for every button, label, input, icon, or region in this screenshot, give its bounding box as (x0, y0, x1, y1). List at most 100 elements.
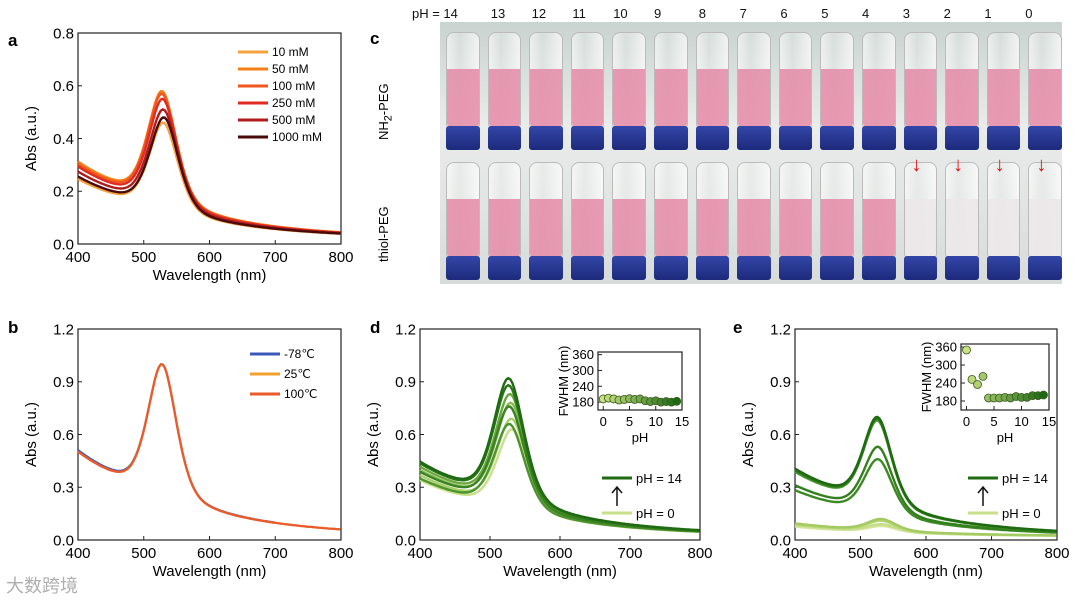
vial-cap (446, 256, 480, 280)
vial-glass (737, 32, 771, 128)
watermark: 大数跨境 (6, 576, 78, 596)
series-line-pH-14 (794, 415, 1057, 532)
vial-liquid (613, 198, 645, 257)
vial-liquid (946, 198, 978, 257)
ph-label: 9 (654, 6, 662, 21)
inset-d-xtick-label: 5 (626, 414, 633, 429)
vial-glass (945, 162, 979, 258)
vial-cap (570, 256, 605, 280)
vial-liquid (530, 68, 562, 127)
red-arrow-down-icon: ↓ (1036, 154, 1047, 176)
inset-e-ylabel: FWHM (nm) (919, 342, 934, 413)
vial-liquid (654, 68, 687, 127)
vial-glass (1028, 32, 1062, 128)
vial (733, 26, 773, 154)
chart-d-xtick-label: 800 (687, 545, 712, 562)
vial (900, 26, 940, 154)
series-line-1000-mM (77, 116, 341, 235)
chart-d-ytick-label: 0.6 (395, 427, 416, 444)
vial (650, 26, 690, 154)
chart-a: 400 500 600 700 800 0.0 0.2 0.4 0.6 0.8 Wavelength… (23, 25, 354, 284)
inset-point (962, 345, 971, 355)
vial (484, 156, 524, 284)
vial-cap (695, 126, 730, 150)
row-label-suffix: -PEG (376, 83, 391, 116)
chart-e-ytick-label: 0.3 (770, 480, 791, 497)
vial-glass (529, 32, 563, 128)
vial-cap (612, 256, 646, 280)
series-line--78℃ (77, 363, 276, 524)
vial-liquid (862, 198, 895, 257)
legend-label-top: pH = 14 (636, 471, 682, 486)
vial (775, 26, 815, 154)
inset-d-xlabel: pH (632, 430, 649, 445)
ph-label: 1 (984, 6, 992, 21)
row-label-thiol-peg: thiol-PEG (376, 206, 391, 262)
ph-label: 12 (531, 6, 547, 21)
chart-e-xtick-label: 500 (848, 545, 873, 562)
series-line-pH-14 (419, 376, 700, 532)
ph-label: 3 (902, 6, 911, 21)
vial (567, 26, 607, 154)
chart-b-xtick-label: 800 (328, 545, 353, 562)
vial-cap (861, 256, 896, 280)
vial (484, 26, 524, 154)
chart-d-ytick-label: 0.9 (395, 374, 416, 391)
vial (650, 156, 690, 284)
vial-liquid (571, 198, 604, 257)
chart-a-xtick-label: 600 (197, 249, 222, 266)
legend-arrow-up-icon (611, 485, 623, 506)
ph-label: 8 (698, 6, 707, 21)
vial-glass (986, 162, 1021, 258)
chart-e-xtick-label: 400 (782, 545, 807, 562)
legend-label: 100 mM (272, 79, 315, 93)
vial (941, 26, 981, 154)
vial-liquid (571, 68, 604, 127)
vial: ↓ (941, 154, 981, 284)
vial-glass (529, 162, 563, 258)
vial (816, 26, 856, 154)
inset-e-ytick-label: 240 (935, 376, 957, 391)
vial-glass (446, 32, 480, 128)
chart-b-ytick-label: 0.3 (53, 480, 74, 497)
vial (442, 156, 482, 284)
vial-liquid (779, 198, 812, 257)
legend-label-bottom: pH = 0 (636, 506, 675, 521)
row-label-subscript: 2 (382, 115, 395, 122)
vial-glass (1028, 162, 1062, 258)
vial-liquid (738, 68, 770, 127)
vial-liquid (654, 198, 687, 257)
vial (525, 156, 565, 284)
vial-liquid (738, 198, 770, 257)
ph-label: 6 (780, 6, 788, 21)
vial (858, 156, 898, 284)
vial-cap (820, 126, 854, 150)
chart-b-xtick-label: 500 (131, 545, 156, 562)
ph-label: 0 (1025, 6, 1033, 21)
chart-d-xtick-label: 700 (617, 545, 642, 562)
vial-glass (612, 32, 646, 128)
inset-point (973, 380, 982, 389)
chart-e-ytick-label: 1.2 (770, 321, 791, 338)
chart-a-ytick-label: 0.8 (53, 25, 74, 42)
legend-label: 250 mM (272, 96, 315, 110)
vial-liquid (821, 198, 853, 257)
vial-liquid (488, 198, 521, 257)
inset-d-ytick-label: 180 (572, 395, 594, 410)
vial-glass (778, 32, 813, 128)
chart-e-xlabel: Wavelength (nm) (869, 563, 983, 580)
vial-cap (1028, 256, 1062, 280)
chart-e: 400 500 600 700 800 0.0 0.3 0.6 0.9 1.2 Wavelength… (740, 321, 1070, 580)
chart-d-ytick-label: 0.0 (395, 532, 416, 549)
vial-cap (903, 126, 938, 150)
chart-b-ytick-label: 0.0 (53, 532, 74, 549)
vial-cap (446, 126, 480, 150)
series-line-100℃ (77, 363, 341, 531)
thiol-peg-vial-row: ↓ ↓ ↓ ↓ (440, 154, 1062, 284)
vial-cap (487, 256, 522, 280)
vial-liquid (1029, 198, 1061, 257)
inset-e: 0 5 10 15 180 240 300 360 pH FWHM (nm) (919, 340, 1056, 445)
vial-glass (695, 162, 730, 258)
